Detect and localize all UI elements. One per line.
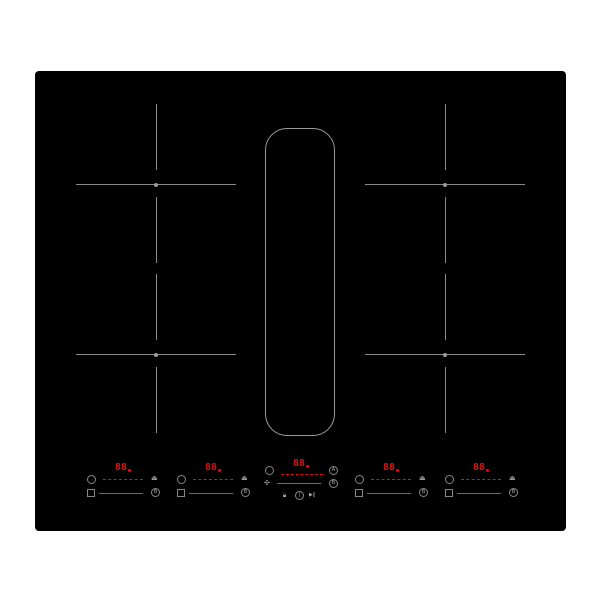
zone-display: 88 [205,462,222,473]
power-icon[interactable]: | [295,491,304,500]
timer-icon[interactable] [87,475,96,484]
timer-icon[interactable] [265,466,274,475]
zone-select-icon[interactable] [87,489,95,497]
pot-detection-icon: ⏏ [151,474,158,482]
zone-select-icon[interactable] [445,489,453,497]
boost-button[interactable]: B [241,488,250,497]
power-level-slider[interactable] [103,479,143,480]
cooktop-panel: 88 ⏏ B 88 ⏏ B 88 ⏏ B 88 ⏏ B 88 A ✣ B 🔒︎ | ▶‖ [35,71,566,531]
zone-marker-vertical [156,274,157,340]
pot-detection-icon: ⏏ [241,474,248,482]
downdraft-vent [265,128,335,436]
zone-display: 88 [115,462,132,473]
secondary-slider[interactable] [189,493,233,494]
pause-icon[interactable]: ▶‖ [309,492,316,498]
zone-display: 88 [473,462,490,473]
fan-level-slider[interactable] [281,474,323,475]
zone-select-icon[interactable] [177,489,185,497]
zone-center-dot [154,182,158,187]
boost-button[interactable]: B [509,488,518,497]
timer-icon[interactable] [355,475,364,484]
zone-marker-vertical [445,274,446,340]
lock-icon[interactable]: 🔒︎ [283,492,287,499]
secondary-slider[interactable] [367,493,411,494]
boost-button[interactable]: B [329,479,338,488]
zone-marker-vertical [156,104,157,170]
pot-detection-icon: ⏏ [509,474,516,482]
zone-marker-vertical [445,367,446,433]
secondary-slider[interactable] [99,493,143,494]
zone-marker-vertical [445,197,446,263]
fan-slider[interactable] [277,483,321,484]
timer-icon[interactable] [177,475,186,484]
zone-marker-vertical [156,367,157,433]
zone-select-icon[interactable] [355,489,363,497]
power-level-slider[interactable] [461,479,501,480]
boost-button[interactable]: B [419,488,428,497]
fan-icon: ✣ [264,479,270,487]
power-level-slider[interactable] [193,479,233,480]
zone-marker-vertical [445,104,446,170]
zone-display: 88 [383,462,400,473]
zone-center-dot [154,352,158,357]
power-level-slider[interactable] [371,479,411,480]
vent-display: 88 [293,458,310,469]
timer-icon[interactable] [445,475,454,484]
zone-center-dot [443,182,447,187]
secondary-slider[interactable] [457,493,501,494]
zone-marker-vertical [156,197,157,263]
zone-center-dot [443,352,447,357]
pot-detection-icon: ⏏ [419,474,426,482]
auto-button[interactable]: A [329,466,338,475]
boost-button[interactable]: B [151,488,160,497]
